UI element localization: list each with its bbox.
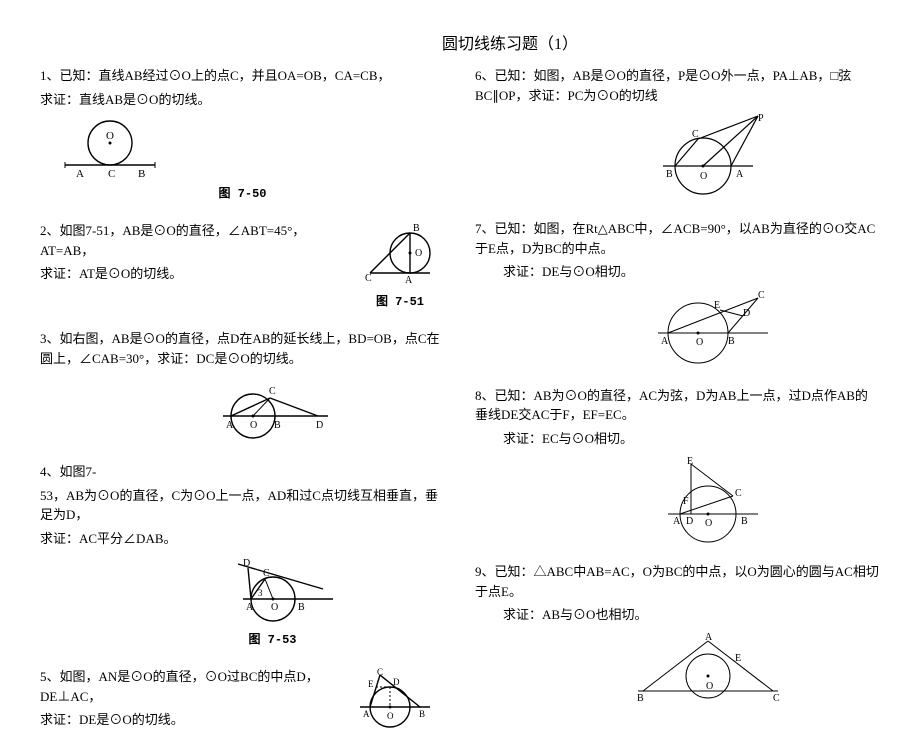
problem-4: 4、如图7- 53，AB为⊙O的直径，C为⊙O上一点，AD和过C点切线互相垂直，…	[40, 462, 445, 649]
svg-text:O: O	[387, 711, 394, 721]
p3-line1: 3、如右图，AB是⊙O的直径，点D在AB的延长线上，BD=OB，点C在圆上，∠C…	[40, 329, 445, 368]
svg-text:A: A	[661, 336, 669, 347]
p9-line1: 9、已知：△ABC中AB=AC，O为BC的中点，以O为圆心的圆与AC相切于点E。	[475, 562, 880, 601]
svg-text:O: O	[415, 248, 422, 259]
svg-text:O: O	[106, 130, 114, 142]
svg-text:A: A	[736, 169, 744, 180]
fig-p7: A O B C D E	[535, 288, 880, 368]
problem-6: 6、已知：如图，AB是⊙O的直径，P是⊙O外一点，PA⊥AB，□弦BC∥OP，求…	[475, 66, 880, 201]
p5-line1: 5、如图，AN是⊙O的直径，⊙O过BC的中点D，DE⊥AC，	[40, 667, 327, 706]
p4-line2: 53，AB为⊙O的直径，C为⊙O上一点，AD和过C点切线互相垂直，垂足为D，	[40, 486, 445, 525]
svg-text:B: B	[413, 223, 420, 234]
problem-5: 5、如图，AN是⊙O的直径，⊙O过BC的中点D，DE⊥AC， 求证：DE是⊙O的…	[40, 667, 445, 734]
svg-text:B: B	[298, 602, 305, 613]
p2-line1: 2、如图7-51，AB是⊙O的直径，∠ABT=45°，AT=AB，	[40, 221, 345, 260]
p9-line2: 求证：AB与⊙O也相切。	[475, 605, 880, 625]
svg-text:D: D	[743, 308, 750, 319]
svg-text:O: O	[705, 518, 712, 529]
fig-7-53: D C A 3 O B 图 7-53	[100, 554, 445, 649]
svg-text:C: C	[735, 488, 742, 499]
svg-text:A: A	[705, 632, 713, 643]
svg-text:B: B	[138, 168, 145, 180]
svg-text:B: B	[741, 516, 748, 527]
svg-text:E: E	[368, 679, 374, 689]
svg-text:E: E	[687, 456, 693, 467]
svg-text:D: D	[393, 677, 400, 687]
svg-text:A: A	[673, 516, 681, 527]
problem-1: 1、已知：直线AB经过⊙O上的点C，并且OA=OB，CA=CB， 求证：直线AB…	[40, 66, 445, 203]
fig-p8: A D O B C F E	[535, 454, 880, 544]
fig-7-51: B O C A 图 7-51	[355, 221, 445, 311]
fig-p9: A E B O C	[535, 631, 880, 706]
p7-line2: 求证：DE与⊙O相切。	[475, 262, 880, 282]
svg-text:B: B	[419, 709, 425, 719]
p1-line1: 1、已知：直线AB经过⊙O上的点C，并且OA=OB，CA=CB，	[40, 66, 445, 86]
svg-text:A: A	[363, 709, 370, 719]
fig-p5: C E D A O B	[335, 667, 445, 734]
page-title: 圆切线练习题（1）	[140, 30, 880, 54]
svg-text:D: D	[316, 420, 323, 431]
p2-line2: 求证：AT是⊙O的切线。	[40, 264, 345, 284]
left-column: 1、已知：直线AB经过⊙O上的点C，并且OA=OB，CA=CB， 求证：直线AB…	[40, 66, 445, 752]
svg-text:O: O	[700, 171, 707, 182]
svg-text:D: D	[243, 558, 250, 569]
svg-text:E: E	[714, 300, 720, 311]
svg-text:C: C	[269, 386, 276, 397]
problem-3: 3、如右图，AB是⊙O的直径，点D在AB的延长线上，BD=OB，点C在圆上，∠C…	[40, 329, 445, 444]
p8-line2: 求证：EC与⊙O相切。	[475, 429, 880, 449]
svg-text:O: O	[696, 337, 703, 348]
fig-7-51-caption: 图 7-51	[355, 293, 445, 311]
svg-text:O: O	[706, 681, 713, 692]
svg-text:A: A	[226, 420, 234, 431]
fig-7-50: O A C B 图 7-50	[40, 113, 445, 203]
svg-text:A: A	[76, 168, 84, 180]
svg-text:B: B	[637, 693, 644, 704]
fig-7-50-caption: 图 7-50	[40, 185, 445, 203]
fig-p3: C A O B D	[100, 374, 445, 444]
svg-text:C: C	[758, 290, 765, 301]
p5-line2: 求证：DE是⊙O的切线。	[40, 710, 327, 730]
p4-line1: 4、如图7-	[40, 462, 445, 482]
fig-7-53-caption: 图 7-53	[203, 631, 343, 649]
svg-text:C: C	[692, 129, 699, 140]
svg-text:C: C	[108, 168, 115, 180]
svg-text:C: C	[377, 667, 383, 677]
svg-text:E: E	[735, 653, 741, 664]
right-column: 6、已知：如图，AB是⊙O的直径，P是⊙O外一点，PA⊥AB，□弦BC∥OP，求…	[475, 66, 880, 752]
svg-text:B: B	[728, 336, 735, 347]
p6-line1: 6、已知：如图，AB是⊙O的直径，P是⊙O外一点，PA⊥AB，□弦BC∥OP，求…	[475, 66, 880, 105]
p8-line1: 8、已知：AB为⊙O的直径，AC为弦，D为AB上一点，过D点作AB的垂线DE交A…	[475, 386, 880, 425]
svg-text:C: C	[365, 273, 372, 284]
svg-text:A: A	[405, 275, 413, 286]
problem-8: 8、已知：AB为⊙O的直径，AC为弦，D为AB上一点，过D点作AB的垂线DE交A…	[475, 386, 880, 545]
p1-line2: 求证：直线AB是⊙O的切线。	[40, 90, 445, 110]
p4-line3: 求证：AC平分∠DAB。	[40, 529, 445, 549]
problem-7: 7、已知：如图，在Rt△ABC中，∠ACB=90°，以AB为直径的⊙O交AC于E…	[475, 219, 880, 368]
svg-text:F: F	[683, 496, 689, 507]
problem-9: 9、已知：△ABC中AB=AC，O为BC的中点，以O为圆心的圆与AC相切于点E。…	[475, 562, 880, 706]
svg-text:3: 3	[258, 588, 263, 598]
problem-2: 2、如图7-51，AB是⊙O的直径，∠ABT=45°，AT=AB， 求证：AT是…	[40, 221, 445, 311]
svg-text:C: C	[263, 568, 270, 579]
fig-p6: P C B O A	[535, 111, 880, 201]
columns: 1、已知：直线AB经过⊙O上的点C，并且OA=OB，CA=CB， 求证：直线AB…	[40, 66, 880, 752]
p7-line1: 7、已知：如图，在Rt△ABC中，∠ACB=90°，以AB为直径的⊙O交AC于E…	[475, 219, 880, 258]
svg-text:P: P	[758, 113, 764, 124]
svg-text:A: A	[246, 602, 254, 613]
svg-text:C: C	[773, 693, 780, 704]
svg-text:D: D	[686, 516, 693, 527]
svg-text:B: B	[666, 169, 673, 180]
svg-text:B: B	[274, 420, 281, 431]
svg-text:O: O	[271, 602, 278, 613]
svg-text:O: O	[250, 420, 257, 431]
